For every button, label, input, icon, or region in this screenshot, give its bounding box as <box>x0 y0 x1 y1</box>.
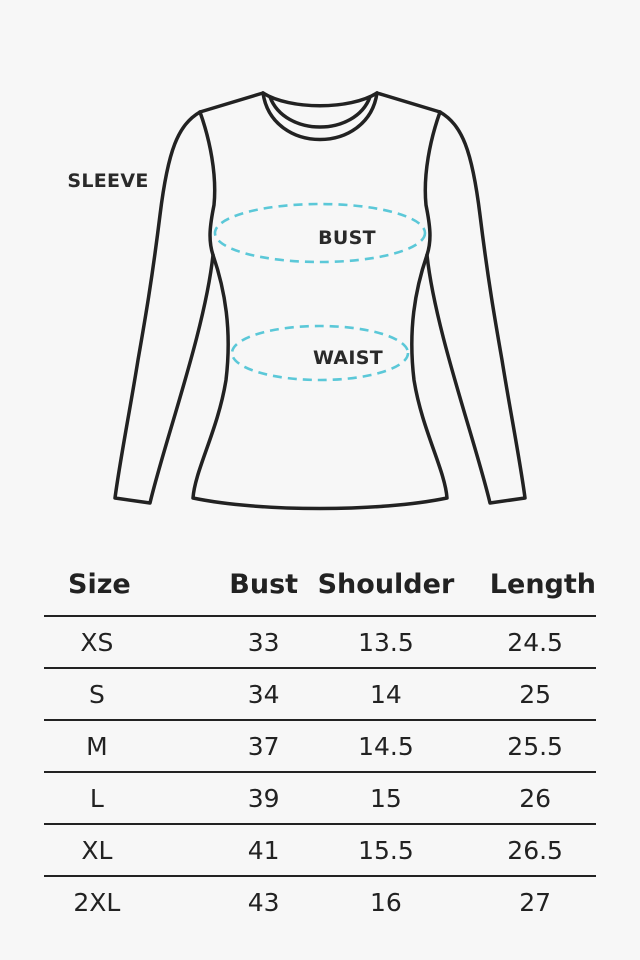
cell-shoulder: 16 <box>317 875 455 927</box>
cell-size: 2XL <box>44 875 150 927</box>
sleeve-label: SLEEVE <box>67 170 149 192</box>
header-size: Size <box>68 568 131 600</box>
cell-bust: 37 <box>149 719 318 772</box>
cell-bust: 34 <box>149 667 318 720</box>
cell-size: XS <box>44 615 150 668</box>
cell-size: S <box>44 667 150 720</box>
sleeve-left <box>113 110 215 505</box>
size-table: Size Bust Shoulder Length XS 33 13.5 24.5 S 3… <box>44 553 596 927</box>
cell-size: M <box>44 719 150 772</box>
cell-length: 27 <box>454 875 596 927</box>
bust-measure-ellipse <box>213 202 427 264</box>
shirt-diagram <box>113 91 527 511</box>
waist-label: WAIST <box>312 347 384 369</box>
collar-outer <box>261 91 379 142</box>
cell-size: L <box>44 771 150 824</box>
waist-measure-ellipse <box>230 324 410 382</box>
cell-shoulder: 14.5 <box>317 719 455 772</box>
cell-length: 25.5 <box>454 719 596 772</box>
header-length: Length <box>489 568 596 600</box>
table-header-row: Size Bust Shoulder Length <box>44 553 596 616</box>
cell-bust: 39 <box>149 771 318 824</box>
table-row: 2XL 43 16 27 <box>44 875 596 927</box>
neck-top <box>261 91 379 108</box>
cell-shoulder: 15 <box>317 771 455 824</box>
cell-bust: 41 <box>149 823 318 876</box>
table-row: S 34 14 25 <box>44 667 596 720</box>
header-bust: Bust <box>229 568 299 600</box>
collar-inner <box>268 95 372 129</box>
cell-shoulder: 15.5 <box>317 823 455 876</box>
cell-bust: 33 <box>149 615 318 668</box>
table-row: XS 33 13.5 24.5 <box>44 615 596 668</box>
shoulder-line-right <box>375 91 442 114</box>
cell-length: 24.5 <box>454 615 596 668</box>
cell-shoulder: 14 <box>317 667 455 720</box>
cell-length: 25 <box>454 667 596 720</box>
cell-length: 26.5 <box>454 823 596 876</box>
bust-label: BUST <box>318 227 376 249</box>
header-shoulder: Shoulder <box>317 568 455 600</box>
shoulder-line-left <box>198 91 265 114</box>
table-row: XL 41 15.5 26.5 <box>44 823 596 876</box>
cell-bust: 43 <box>149 875 318 927</box>
table-row: L 39 15 26 <box>44 771 596 824</box>
cell-length: 26 <box>454 771 596 824</box>
body-outline <box>191 110 449 511</box>
table-row: M 37 14.5 25.5 <box>44 719 596 772</box>
cell-size: XL <box>44 823 150 876</box>
cell-shoulder: 13.5 <box>317 615 455 668</box>
sleeve-right <box>425 110 527 505</box>
